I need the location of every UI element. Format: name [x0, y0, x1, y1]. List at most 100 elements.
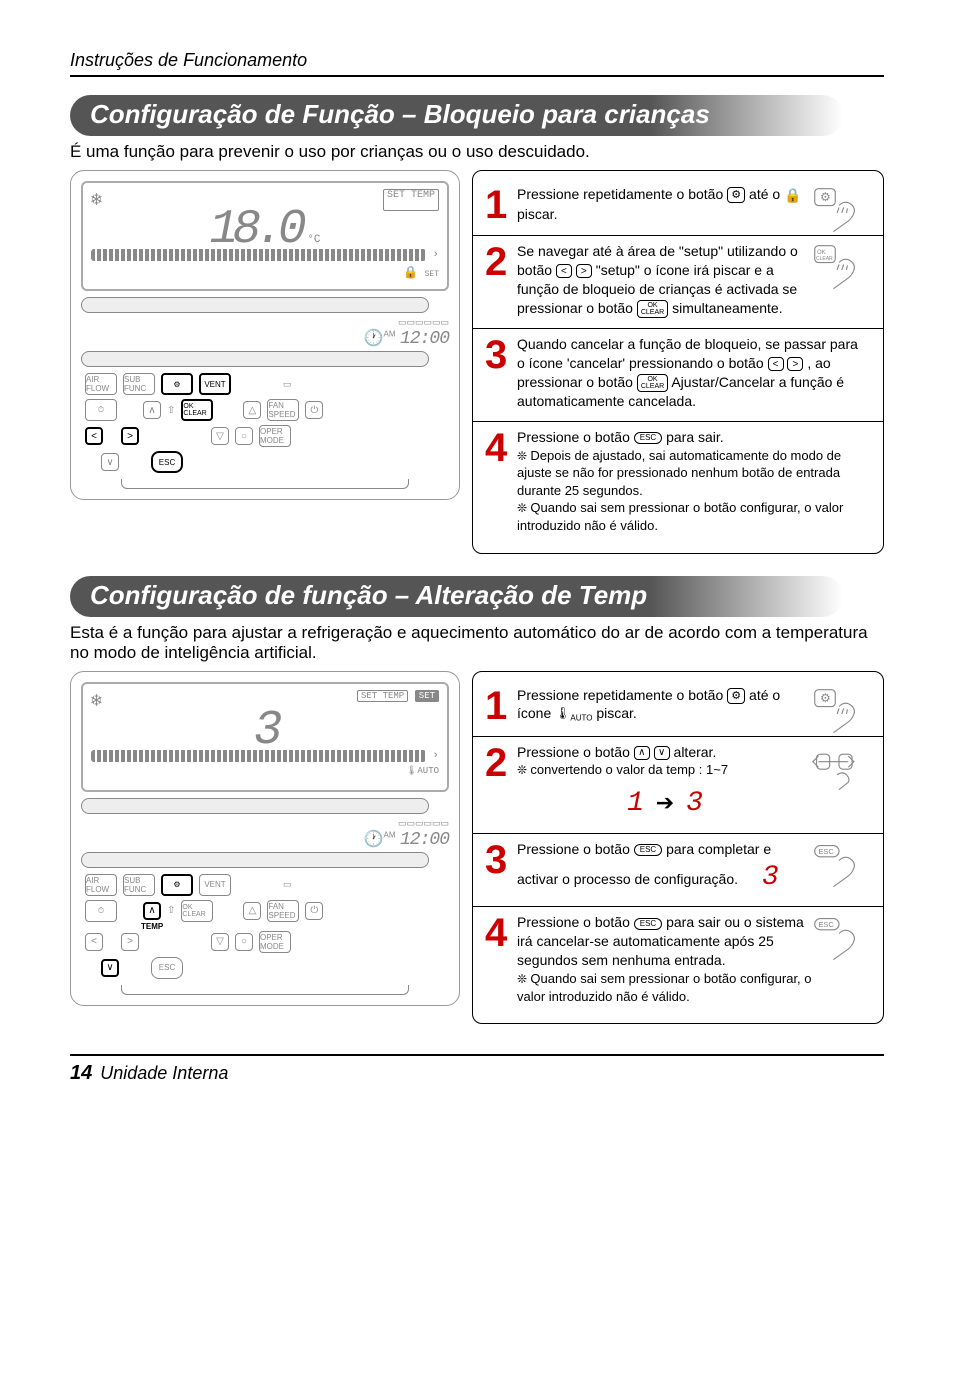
- lcd-unit: °C: [307, 234, 320, 246]
- section2-intro: Esta é a função para ajustar a refrigera…: [70, 623, 884, 663]
- step-num: 4: [485, 428, 517, 535]
- step-num: 3: [485, 335, 517, 411]
- hand-esc-icon: [811, 913, 867, 969]
- step-num: 2: [485, 743, 517, 823]
- seg-final: 3: [762, 859, 779, 897]
- up-icon: ∧: [634, 746, 650, 760]
- step-1-3: 3 Quando cancelar a função de bloqueio, …: [473, 329, 883, 422]
- btn-clock[interactable]: ⏱: [85, 900, 117, 922]
- btn-airflow[interactable]: AIR FLOW: [85, 373, 117, 395]
- section1-layout: ❄ SET TEMP 18.0 °C › 🔒 SET ▭▭▭▭▭▭: [70, 170, 884, 554]
- btn-okclear[interactable]: OK CLEAR: [181, 399, 213, 421]
- btn-vent[interactable]: VENT: [199, 373, 231, 395]
- btn-up[interactable]: ∧: [143, 401, 161, 419]
- lcd-am-2: AM: [384, 830, 396, 839]
- btn-gear[interactable]: ⚙: [161, 373, 193, 395]
- step-text: Pressione o botão: [517, 744, 634, 760]
- hand-esc-icon: [811, 840, 867, 896]
- esc-icon: ESC: [634, 844, 662, 856]
- step-num: 1: [485, 185, 517, 225]
- esc-icon: ESC: [634, 918, 662, 930]
- svg-text:⚙: ⚙: [820, 190, 831, 204]
- btn-clock[interactable]: ⏱: [85, 399, 117, 421]
- btn-fanspeed[interactable]: FAN SPEED: [267, 399, 299, 421]
- btn-left[interactable]: <: [85, 427, 103, 445]
- btn-right[interactable]: >: [121, 427, 139, 445]
- lcd-time-2: 12:00: [400, 830, 449, 850]
- btn-power[interactable]: ⏻: [305, 902, 323, 920]
- section2-layout: ❄ SET TEMP SET 3 › 🌡AUTO ▭▭▭▭: [70, 671, 884, 1025]
- section2-steps: 1 Pressione repetidamente o botão ⚙ até …: [472, 671, 884, 1025]
- lcd-am: AM: [384, 330, 396, 339]
- footer-text: Unidade Interna: [100, 1063, 228, 1084]
- seg-from: 1: [627, 785, 644, 823]
- step-text: para sair.: [666, 429, 724, 445]
- btn-down[interactable]: ∨: [101, 959, 119, 977]
- btn-esc[interactable]: ESC: [151, 451, 183, 473]
- step-2-3: 3 Pressione o botão ESC para completar e…: [473, 834, 883, 908]
- section1-intro: É uma função para prevenir o uso por cri…: [70, 142, 884, 162]
- step-text: Pressione repetidamente o botão: [517, 687, 727, 703]
- step-text: piscar.: [517, 206, 557, 222]
- temp-label: TEMP: [81, 922, 449, 931]
- okclear-icon: OKCLEAR: [637, 300, 668, 318]
- btn-opermode[interactable]: OPER MODE: [259, 931, 291, 953]
- page-number: 14: [70, 1062, 92, 1085]
- auto-icon: 🌡AUTO: [555, 705, 592, 724]
- btn-okclear[interactable]: OK CLEAR: [181, 900, 213, 922]
- btn-power[interactable]: ⏻: [305, 401, 323, 419]
- step-1-4: 4 Pressione o botão ESC para sair. Depoi…: [473, 422, 883, 545]
- svg-text:CLEAR: CLEAR: [816, 256, 833, 262]
- step-1-2: 2 Se navegar até à área de "setup" utili…: [473, 236, 883, 329]
- footer: 14 Unidade Interna: [70, 1054, 884, 1085]
- btn-vent[interactable]: VENT: [199, 874, 231, 896]
- okclear-icon: OKCLEAR: [637, 374, 668, 392]
- step-1-1: 1 Pressione repetidamente o botão ⚙ até …: [473, 179, 883, 236]
- arrow-icon: ➔: [656, 790, 674, 815]
- down-icon: ∨: [654, 746, 670, 760]
- left-icon: <: [556, 264, 572, 278]
- lock-icon: 🔒: [784, 186, 801, 205]
- right-icon: >: [576, 264, 592, 278]
- btn-left[interactable]: <: [85, 933, 103, 951]
- step-note: Depois de ajustado, sai automaticamente …: [517, 447, 865, 500]
- hand-press-icon: ⚙: [811, 185, 867, 241]
- step-num: 4: [485, 913, 517, 1005]
- step-2-4: 4 Pressione o botão ESC para sair ou o s…: [473, 907, 883, 1015]
- step-2-1: 1 Pressione repetidamente o botão ⚙ até …: [473, 680, 883, 737]
- btn-airflow[interactable]: AIR FLOW: [85, 874, 117, 896]
- step-num: 1: [485, 686, 517, 726]
- btn-fanspeed[interactable]: FAN SPEED: [267, 900, 299, 922]
- btn-gear[interactable]: ⚙: [161, 874, 193, 896]
- btn-opermode[interactable]: OPER MODE: [259, 425, 291, 447]
- step-text: piscar.: [596, 705, 636, 721]
- esc-icon: ESC: [634, 432, 662, 444]
- section1-title: Configuração de Função – Bloqueio para c…: [70, 95, 843, 136]
- svg-text:⚙: ⚙: [820, 691, 831, 705]
- lcd-set-badge: SET: [415, 690, 439, 702]
- btn-esc[interactable]: ESC: [151, 957, 183, 979]
- step-text: Pressione o botão: [517, 914, 634, 930]
- step-text: Pressione repetidamente o botão: [517, 186, 727, 202]
- hand-okclear-icon: OK CLEAR: [811, 242, 867, 298]
- step-note: Quando sai sem pressionar o botão config…: [517, 970, 813, 1005]
- step-text: Pressione o botão: [517, 429, 634, 445]
- gear-icon: ⚙: [727, 688, 745, 704]
- section2-title: Configuração de função – Alteração de Te…: [70, 576, 843, 617]
- right-icon: >: [787, 357, 803, 371]
- step-text: alterar.: [674, 744, 717, 760]
- step-note: Quando sai sem pressionar o botão config…: [517, 499, 865, 534]
- btn-up[interactable]: ∧: [143, 902, 161, 920]
- btn-subfunc[interactable]: SUB FUNC: [123, 874, 155, 896]
- section1-steps: 1 Pressione repetidamente o botão ⚙ até …: [472, 170, 884, 554]
- step-text: Pressione o botão: [517, 841, 634, 857]
- btn-subfunc[interactable]: SUB FUNC: [123, 373, 155, 395]
- lcd-set-label: SET: [425, 270, 439, 279]
- lcd-auto: AUTO: [417, 766, 439, 776]
- hand-lr-icon: [811, 743, 867, 799]
- btn-right[interactable]: >: [121, 933, 139, 951]
- step-2-2: 2 Pressione o botão ∧ ∨ alterar. convert…: [473, 737, 883, 834]
- remote-illustration-2: ❄ SET TEMP SET 3 › 🌡AUTO ▭▭▭▭: [70, 671, 460, 1025]
- remote-illustration-1: ❄ SET TEMP 18.0 °C › 🔒 SET ▭▭▭▭▭▭: [70, 170, 460, 554]
- btn-down[interactable]: ∨: [101, 453, 119, 471]
